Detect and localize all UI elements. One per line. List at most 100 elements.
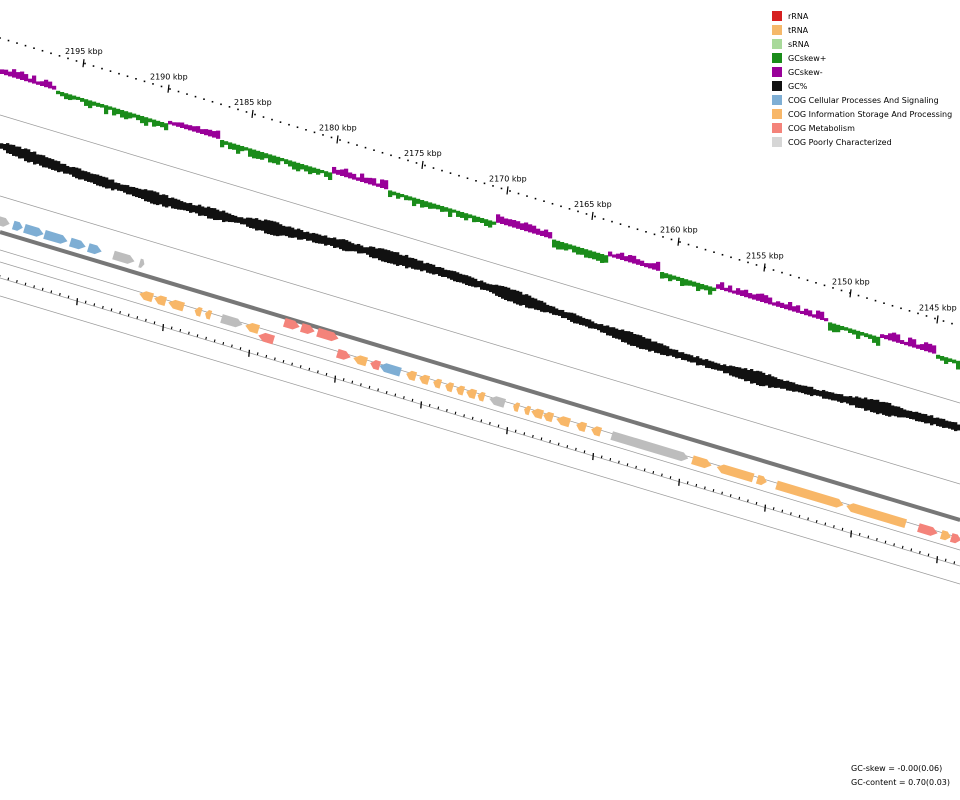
gc-bar [909, 410, 913, 419]
gc-bar [861, 398, 865, 409]
gc-skew-bar [432, 203, 437, 209]
ruler-major-tick [763, 263, 766, 272]
gc-skew-bar [368, 177, 373, 185]
gc-bar [771, 376, 775, 388]
gc-skew-bar [300, 164, 305, 170]
gc-bar [180, 201, 184, 210]
ruler-dot [16, 42, 18, 44]
gc-bar [819, 390, 823, 397]
bottom-minor-tick [893, 543, 895, 546]
gc-skew-bar [272, 155, 277, 164]
ruler-dot [772, 269, 775, 271]
ruler-dot [815, 282, 817, 284]
bottom-minor-tick [910, 548, 913, 552]
gc-bar [336, 239, 340, 248]
gc-bar [342, 239, 346, 251]
ruler-dot [560, 205, 562, 208]
gc-bar [234, 215, 238, 223]
gc-bar [570, 312, 574, 322]
gc-skew-bar [500, 216, 505, 224]
gc-bar [438, 267, 442, 276]
gc-bar [897, 406, 901, 418]
gc-skew-bar [360, 173, 365, 182]
ruler-dot [432, 167, 435, 169]
ruler-dot [0, 37, 1, 39]
ruler-dot [942, 320, 945, 322]
gc-skew-bar [784, 304, 789, 310]
gc-bar [870, 399, 874, 413]
bottom-minor-tick [652, 470, 655, 474]
gc-skew-bar [408, 196, 413, 201]
gc-bar [849, 396, 853, 406]
gc-skew-bar [836, 324, 841, 333]
ruler-dot [645, 231, 647, 233]
gc-bar [699, 358, 703, 366]
gc-skew-bar [880, 334, 885, 338]
gc-bar [423, 263, 427, 271]
gc-bar [549, 305, 553, 314]
gc-skew-bar [800, 310, 805, 314]
gc-skew-bar [588, 250, 593, 259]
feature-arrow [0, 216, 10, 227]
gc-bar [348, 241, 352, 252]
bottom-minor-tick [686, 481, 689, 485]
gc-bar [867, 399, 871, 411]
gc-skew-bar [352, 173, 357, 180]
bottom-minor-tick [394, 393, 397, 397]
gc-skew-bar [928, 343, 933, 353]
gc-content-stat: GC-content = 0.70(0.03) [851, 778, 950, 787]
gc-bar [114, 182, 118, 190]
gc-bar [504, 286, 508, 301]
ruler-dot [415, 162, 418, 164]
gc-bar [150, 190, 154, 204]
gc-bar [936, 417, 940, 427]
gc-bar [384, 249, 388, 263]
ruler-major-tick [167, 84, 170, 93]
gc-bar [516, 290, 520, 305]
legend-item: GCskew- [772, 65, 952, 79]
gc-bar [456, 272, 460, 283]
gc-skew-bar [456, 210, 461, 217]
gc-bar [777, 378, 781, 388]
gc-bar [789, 381, 793, 391]
gc-skew-bar [176, 122, 181, 127]
ruler-dot [381, 151, 384, 154]
feature-arrow [419, 374, 431, 385]
gc-skew-bar [776, 301, 781, 307]
bottom-minor-tick [661, 473, 663, 477]
bottom-major-tick [936, 556, 939, 564]
bottom-minor-tick [239, 347, 242, 350]
ruler-dot [866, 297, 868, 299]
bottom-minor-tick [609, 458, 612, 461]
gc-skew-bar [780, 302, 785, 308]
gc-skew-bar [324, 171, 329, 177]
bottom-minor-tick [256, 352, 259, 356]
ruler-dot [551, 202, 554, 205]
gc-bar [837, 394, 841, 402]
bottom-minor-tick [790, 512, 792, 515]
bottom-minor-tick [781, 509, 784, 513]
gc-skew-bar [344, 168, 349, 178]
ruler-dot [670, 238, 673, 241]
feature-arrow [716, 464, 755, 483]
gc-bar [84, 171, 88, 181]
ruler-dot [951, 322, 953, 325]
gc-bar [714, 362, 718, 370]
gc-bar [129, 186, 133, 195]
legend-swatch [772, 67, 782, 77]
bottom-minor-tick [317, 370, 319, 374]
ruler-dot [228, 106, 231, 108]
gc-bar [834, 393, 838, 401]
gc-skew-bar [576, 246, 581, 255]
gc-skew-bar [512, 220, 517, 228]
ruler-label: 2190 kbp [150, 73, 188, 82]
gc-bar [855, 396, 859, 408]
gc-skew-bar [632, 255, 637, 264]
gc-skew-bar [160, 122, 165, 128]
gc-bar [324, 235, 328, 246]
gc-skew-bar [752, 294, 757, 300]
legend-label: COG Poorly Characterized [788, 137, 892, 147]
gc-bar [822, 389, 826, 399]
ruler-dot [628, 225, 630, 228]
gc-content-track [0, 143, 960, 432]
